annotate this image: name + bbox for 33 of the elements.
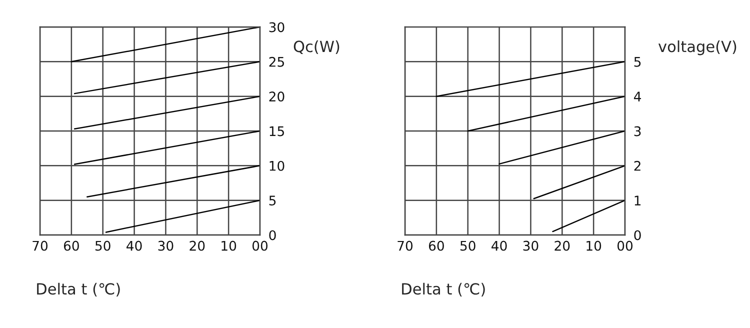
y-tick-label: 20 xyxy=(269,92,284,102)
y-tick-label: 4 xyxy=(634,92,641,102)
x-tick-label: 60 xyxy=(64,240,79,251)
y-axis-title: voltage(V) xyxy=(658,40,736,56)
y-tick-label: 0 xyxy=(269,230,276,240)
x-tick-label: 50 xyxy=(95,240,110,251)
x-axis-title: Delta t (℃) xyxy=(37,282,120,296)
y-axis-title: Qc(W) xyxy=(294,40,340,54)
y-tick-label: 1 xyxy=(634,196,641,206)
y-tick-label: 5 xyxy=(269,196,276,206)
x-tick-label: 00 xyxy=(252,240,268,251)
x-tick-label: 20 xyxy=(554,240,570,251)
x-axis-title: Delta t (℃) xyxy=(402,282,485,296)
y-tick-label: 25 xyxy=(269,56,284,67)
x-tick-label: 00 xyxy=(617,240,633,251)
x-tick-label: 30 xyxy=(158,240,174,251)
x-tick-label: 10 xyxy=(222,240,236,251)
x-tick-label: 70 xyxy=(398,240,413,251)
x-tick-label: 40 xyxy=(492,240,507,251)
y-tick-label: 3 xyxy=(634,126,641,136)
y-tick-label: 30 xyxy=(269,22,284,32)
x-tick-label: 30 xyxy=(523,240,538,251)
y-tick-label: 5 xyxy=(634,57,641,67)
y-tick-label: 10 xyxy=(270,160,284,171)
x-tick-label: 70 xyxy=(32,240,48,251)
y-tick-label: 15 xyxy=(270,126,284,136)
x-tick-label: 60 xyxy=(428,240,444,251)
x-tick-label: 20 xyxy=(190,240,205,251)
y-tick-label: 2 xyxy=(634,160,640,171)
x-tick-label: 10 xyxy=(586,240,602,251)
x-tick-label: 40 xyxy=(126,240,142,251)
y-tick-label: 0 xyxy=(634,230,641,240)
x-tick-label: 50 xyxy=(460,240,476,251)
